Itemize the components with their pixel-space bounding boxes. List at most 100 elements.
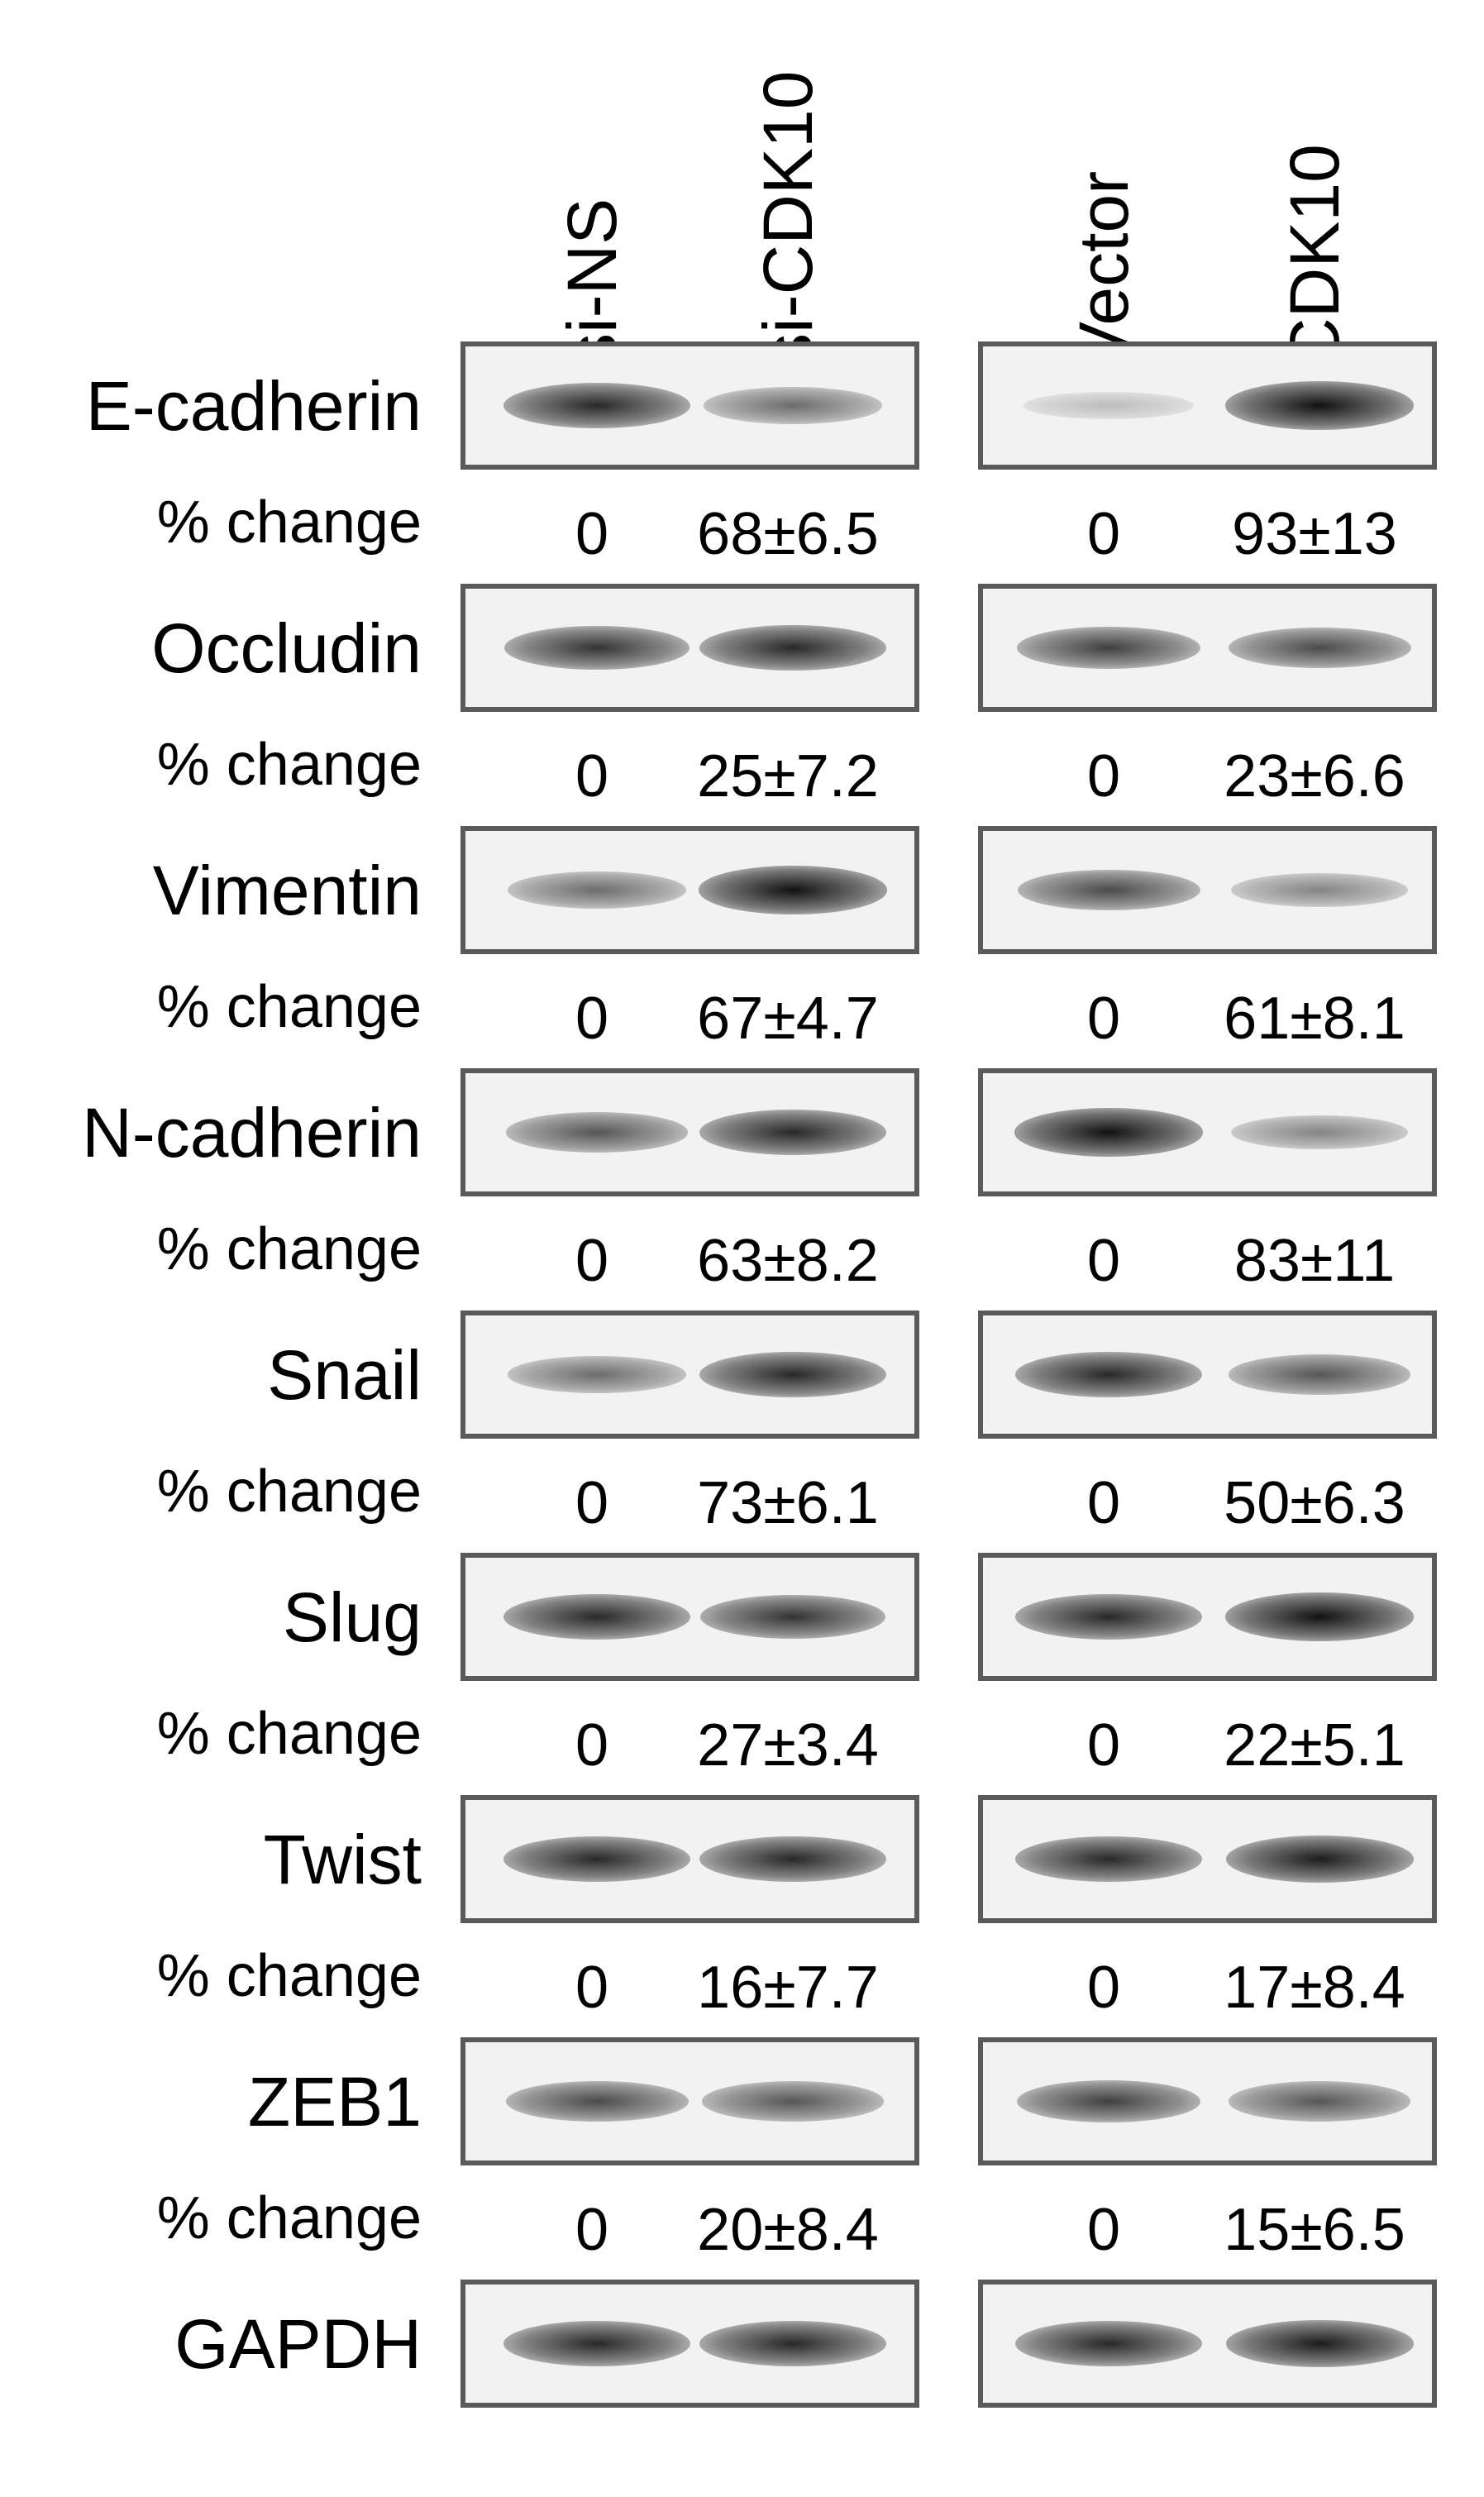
band xyxy=(1015,1836,1202,1882)
percent-change-label: % change xyxy=(156,1459,422,1525)
percent-change-value: 16±7.7 xyxy=(697,1955,879,2021)
lane-label-right-1: CDK10 xyxy=(1276,144,1353,368)
protein-label: GAPDH xyxy=(174,2305,422,2383)
percent-change-value: 0 xyxy=(575,501,609,567)
band-layer xyxy=(983,2285,1432,2403)
band-layer xyxy=(465,346,914,465)
percent-change-label: % change xyxy=(156,1216,422,1282)
lane-label-left-1: si-CDK10 xyxy=(749,70,827,368)
band-layer xyxy=(983,1315,1432,1434)
blot-panel-right xyxy=(978,1553,1437,1681)
protein-label: Slug xyxy=(282,1578,422,1656)
percent-change-value: 27±3.4 xyxy=(697,1712,879,1778)
band-layer xyxy=(983,1073,1432,1191)
band-layer xyxy=(983,346,1432,465)
blot-panel-left xyxy=(460,341,919,470)
blot-panel-left xyxy=(460,1553,919,1681)
percent-change-value: 67±4.7 xyxy=(697,986,879,1052)
percent-change-value: 0 xyxy=(1086,1712,1121,1778)
percent-change-value: 61±8.1 xyxy=(1224,986,1405,1052)
band xyxy=(1224,1592,1415,1641)
band xyxy=(504,625,690,671)
band-layer xyxy=(465,1558,914,1676)
percent-change-value: 93±13 xyxy=(1232,501,1397,567)
band xyxy=(507,1356,687,1393)
band xyxy=(702,2081,884,2122)
band-layer xyxy=(465,1315,914,1434)
blot-panel-right xyxy=(978,341,1437,470)
band xyxy=(507,871,687,909)
blot-panel-left xyxy=(460,1068,919,1196)
band xyxy=(1229,1354,1410,1395)
percent-change-value: 0 xyxy=(1086,1470,1121,1536)
band-layer xyxy=(465,2042,914,2160)
band xyxy=(1014,1108,1204,1157)
band xyxy=(1228,627,1411,669)
percent-change-value: 50±6.3 xyxy=(1224,1470,1405,1536)
percent-change-value: 0 xyxy=(1086,1955,1121,2021)
percent-change-value: 0 xyxy=(575,1712,609,1778)
band xyxy=(1231,872,1408,908)
blot-panel-left xyxy=(460,2280,919,2408)
band-layer xyxy=(465,2285,914,2403)
percent-change-value: 22±5.1 xyxy=(1224,1712,1405,1778)
band-layer xyxy=(465,589,914,707)
percent-change-value: 15±6.5 xyxy=(1224,2197,1405,2263)
percent-change-value: 0 xyxy=(575,1470,609,1536)
percent-change-value: 20±8.4 xyxy=(697,2197,879,2263)
percent-change-value: 0 xyxy=(1086,986,1121,1052)
band xyxy=(1229,2081,1410,2122)
percent-change-value: 25±7.2 xyxy=(697,743,879,809)
band xyxy=(1024,392,1194,419)
band xyxy=(503,2321,690,2366)
band-layer xyxy=(465,1800,914,1918)
percent-change-value: 0 xyxy=(575,743,609,809)
percent-change-label: % change xyxy=(156,732,422,798)
band-layer xyxy=(983,1800,1432,1918)
lane-label-right-0: Vector xyxy=(1065,170,1143,368)
percent-change-value: 0 xyxy=(575,986,609,1052)
band xyxy=(1015,2321,1202,2366)
percent-change-value: 0 xyxy=(1086,501,1121,567)
band xyxy=(503,1836,690,1882)
band xyxy=(503,383,690,428)
band xyxy=(1225,2320,1414,2367)
percent-change-value: 83±11 xyxy=(1233,1228,1396,1294)
band xyxy=(1015,1352,1202,1397)
percent-change-label: % change xyxy=(156,974,422,1040)
blot-panel-left xyxy=(460,1311,919,1439)
blot-panel-right xyxy=(978,584,1437,712)
percent-change-value: 0 xyxy=(575,1228,609,1294)
protein-label: Occludin xyxy=(151,609,422,687)
percent-change-value: 23±6.6 xyxy=(1224,743,1405,809)
percent-change-value: 0 xyxy=(1086,1228,1121,1294)
band xyxy=(503,1594,690,1640)
band xyxy=(698,866,888,914)
band xyxy=(703,387,883,424)
blot-panel-left xyxy=(460,584,919,712)
protein-label: E-cadherin xyxy=(85,367,422,445)
band xyxy=(699,2321,886,2366)
band xyxy=(1224,381,1415,430)
percent-change-value: 0 xyxy=(575,2197,609,2263)
band xyxy=(699,625,886,671)
blot-panel-right xyxy=(978,2280,1437,2408)
percent-change-value: 0 xyxy=(1086,743,1121,809)
band-layer xyxy=(983,1558,1432,1676)
band xyxy=(506,1112,688,1153)
band-layer xyxy=(465,831,914,949)
band xyxy=(505,2080,689,2122)
band xyxy=(1231,1115,1408,1150)
band-layer xyxy=(983,2042,1432,2160)
percent-change-value: 68±6.5 xyxy=(697,501,879,567)
percent-change-label: % change xyxy=(156,2185,422,2251)
blot-panel-left xyxy=(460,2037,919,2165)
percent-change-value: 0 xyxy=(1086,2197,1121,2263)
band xyxy=(699,1110,886,1155)
band-layer xyxy=(983,589,1432,707)
percent-change-value: 63±8.2 xyxy=(697,1228,879,1294)
band xyxy=(1015,1594,1202,1640)
blot-panel-right xyxy=(978,826,1437,954)
band xyxy=(699,1836,886,1882)
protein-label: N-cadherin xyxy=(82,1094,422,1172)
